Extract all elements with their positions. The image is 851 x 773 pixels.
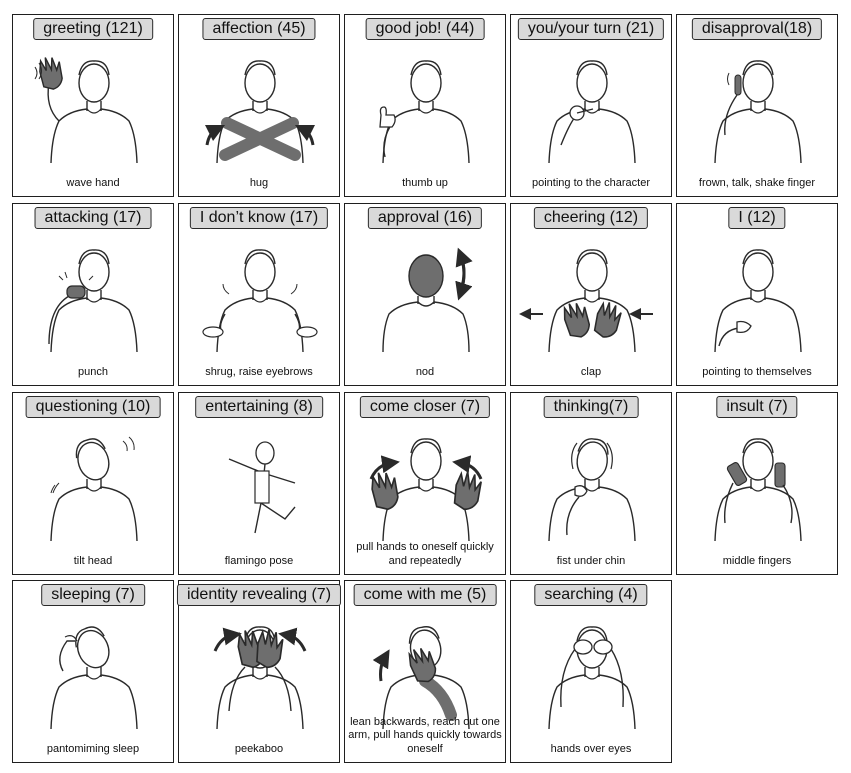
gesture-label: attacking (17) xyxy=(34,207,152,229)
gesture-caption: tilt head xyxy=(73,554,113,567)
gesture-card: affection (45) hug xyxy=(178,14,340,197)
gesture-illustration xyxy=(48,249,138,352)
gesture-illustration xyxy=(714,249,802,352)
gesture-illustration xyxy=(202,249,318,352)
gesture-card: sleeping (7) pantomiming sleep xyxy=(12,580,174,763)
gesture-caption: pantomiming sleep xyxy=(46,742,140,755)
gesture-caption: frown, talk, shake finger xyxy=(698,176,816,189)
gesture-card: thinking(7) fist under chin xyxy=(510,392,672,575)
gesture-illustration xyxy=(204,60,316,163)
gesture-label: insult (7) xyxy=(716,396,798,418)
gesture-caption: fist under chin xyxy=(556,554,626,567)
gesture-caption: clap xyxy=(580,365,602,378)
gesture-illustration xyxy=(517,249,653,352)
gesture-card: insult (7) middle fingers xyxy=(676,392,838,575)
gesture-caption: pointing to the character xyxy=(531,176,651,189)
gesture-caption: thumb up xyxy=(402,176,448,189)
gesture-card: cheering (12) clap xyxy=(510,203,672,386)
gesture-label: questioning (10) xyxy=(25,396,161,418)
gesture-card: approval (16) nod xyxy=(344,203,506,386)
gesture-label: cheering (12) xyxy=(533,207,649,229)
gesture-card: questioning (10) tilt head xyxy=(12,392,174,575)
gesture-illustration xyxy=(714,60,802,163)
gesture-caption: lean backwards, reach out one arm, pull … xyxy=(348,715,502,755)
gesture-caption: middle fingers xyxy=(722,554,792,567)
gesture-card: greeting (121) wave hand xyxy=(12,14,174,197)
gesture-card: identity revealing (7) peekaboo xyxy=(176,580,342,763)
gesture-label: I (12) xyxy=(728,207,786,229)
gesture-label: come closer (7) xyxy=(359,396,491,418)
gesture-illustration xyxy=(50,436,138,541)
gesture-card: come with me (5) lean backwards, reach o… xyxy=(344,580,506,763)
gesture-label: good job! (44) xyxy=(365,18,485,40)
gesture-label: entertaining (8) xyxy=(195,396,323,418)
gesture-illustration xyxy=(382,247,473,352)
gesture-card: good job! (44) thumb up xyxy=(344,14,506,197)
gesture-illustration xyxy=(369,438,483,541)
gesture-illustration xyxy=(548,438,636,541)
gesture-label: sleeping (7) xyxy=(41,584,145,606)
gesture-card: I (12) pointing to themselves xyxy=(676,203,838,386)
gesture-label: disapproval(18) xyxy=(691,18,823,40)
gesture-card: searching (4) hands over eyes xyxy=(510,580,672,763)
gesture-caption: hands over eyes xyxy=(550,742,632,755)
gesture-label: you/your turn (21) xyxy=(517,18,665,40)
gesture-label: approval (16) xyxy=(367,207,483,229)
gesture-label: identity revealing (7) xyxy=(176,584,342,606)
gesture-caption: wave hand xyxy=(66,176,120,189)
gesture-label: affection (45) xyxy=(202,18,316,40)
gesture-card: come closer (7) pull hands to oneself qu… xyxy=(344,392,506,575)
gesture-card: entertaining (8) flamingo pose xyxy=(178,392,340,575)
gesture-illustration xyxy=(34,57,138,163)
gesture-card: I don’t know (17) shrug, raise eyebrows xyxy=(178,203,340,386)
gesture-label: thinking(7) xyxy=(543,396,639,418)
gesture-illustration xyxy=(213,626,307,729)
gesture-illustration xyxy=(50,626,138,729)
gesture-label: come with me (5) xyxy=(353,584,497,606)
gesture-illustration xyxy=(548,60,636,163)
gesture-caption: peekaboo xyxy=(234,742,284,755)
gesture-label: greeting (121) xyxy=(33,18,153,40)
gesture-label: searching (4) xyxy=(534,584,648,606)
gesture-illustration xyxy=(379,60,470,163)
gesture-label: I don’t know (17) xyxy=(189,207,329,229)
gesture-illustration xyxy=(548,626,636,729)
gesture-caption: nod xyxy=(415,365,435,378)
gesture-caption: hug xyxy=(249,176,269,189)
gesture-caption: flamingo pose xyxy=(224,554,294,567)
gesture-caption: pointing to themselves xyxy=(702,365,812,378)
gesture-illustration xyxy=(372,626,470,729)
gesture-card: you/your turn (21) pointing to the chara… xyxy=(510,14,672,197)
gesture-caption: pull hands to oneself quickly and repeat… xyxy=(356,541,494,567)
gesture-card: attacking (17) punch xyxy=(12,203,174,386)
gesture-caption: shrug, raise eyebrows xyxy=(205,365,313,378)
gesture-illustration xyxy=(228,441,296,534)
gesture-caption: punch xyxy=(78,365,108,378)
gesture-card: disapproval(18) frown, talk, shake finge… xyxy=(676,14,838,197)
gesture-illustration xyxy=(714,438,802,541)
